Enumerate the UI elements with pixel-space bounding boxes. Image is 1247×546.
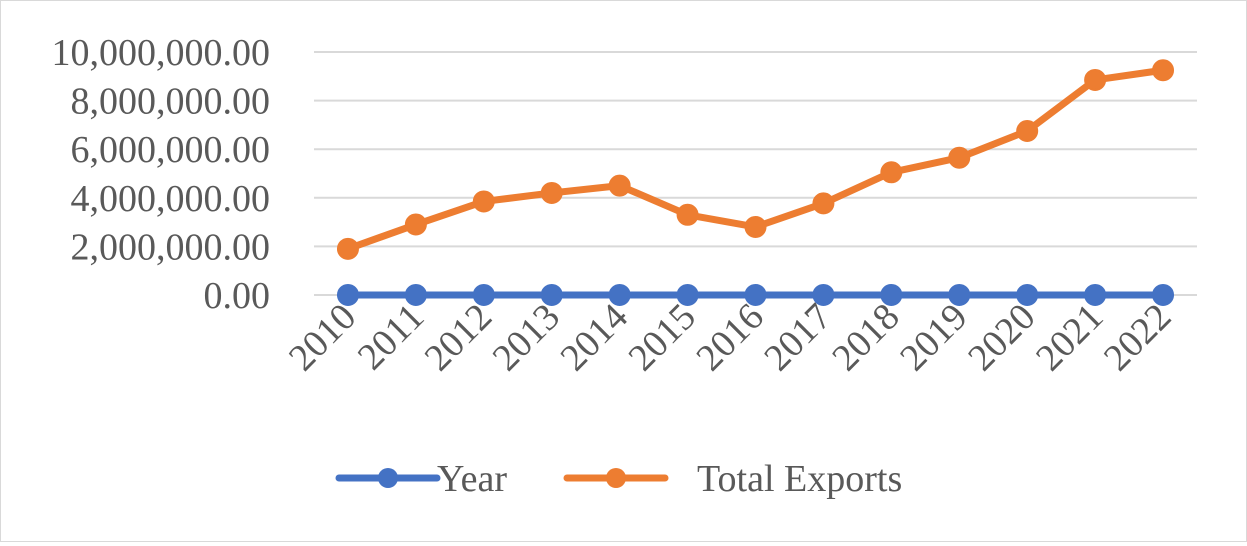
x-tick-label: 2017 [756,296,839,379]
y-tick-label: 6,000,000.00 [71,129,271,171]
x-axis: 2010201120122013201420152016201720182019… [281,295,1197,379]
data-point [1017,121,1037,141]
data-point [746,217,766,237]
y-tick-label: 8,000,000.00 [71,81,271,123]
x-tick-label: 2020 [960,296,1043,379]
data-point [1085,285,1105,305]
data-point [406,215,426,235]
data-point [1153,60,1173,80]
data-point [678,285,698,305]
data-point [881,285,901,305]
legend: Year Total Exports [339,458,902,500]
series-total-exports [338,60,1173,259]
legend-swatch-marker [378,468,398,488]
legend-item: Total Exports [567,458,902,500]
y-tick-label: 10,000,000.00 [52,32,271,74]
x-tick-label: 2021 [1028,296,1111,379]
series-layer [338,60,1173,305]
x-tick-label: 2016 [688,296,771,379]
x-tick-label: 2014 [553,296,636,379]
y-tick-label: 0.00 [204,275,271,317]
data-point [610,176,630,196]
data-point [338,285,358,305]
legend-label: Total Exports [697,458,902,500]
data-point [542,183,562,203]
data-point [813,193,833,213]
data-point [881,162,901,182]
data-point [406,285,426,305]
y-tick-label: 4,000,000.00 [71,178,271,220]
legend-swatch-marker [606,468,626,488]
data-point [1153,285,1173,305]
x-tick-label: 2013 [485,296,568,379]
data-point [474,191,494,211]
x-tick-label: 2015 [621,296,704,379]
x-tick-label: 2018 [824,296,907,379]
data-point [1085,70,1105,90]
data-point [949,285,969,305]
x-tick-label: 2019 [892,296,975,379]
data-point [474,285,494,305]
y-axis: 0.00 2,000,000.00 4,000,000.00 6,000,000.00… [52,32,271,317]
data-point [746,285,766,305]
x-tick-label: 2010 [281,296,364,379]
data-point [1017,285,1037,305]
data-point [678,205,698,225]
x-tick-label: 2011 [350,296,432,378]
data-point [813,285,833,305]
y-tick-label: 2,000,000.00 [71,226,271,268]
legend-item: Year [339,458,507,500]
x-tick-label: 2022 [1096,296,1179,379]
data-point [610,285,630,305]
data-point [542,285,562,305]
legend-label: Year [437,458,507,500]
data-point [949,148,969,168]
x-tick-label: 2012 [417,296,500,379]
data-point [338,239,358,259]
